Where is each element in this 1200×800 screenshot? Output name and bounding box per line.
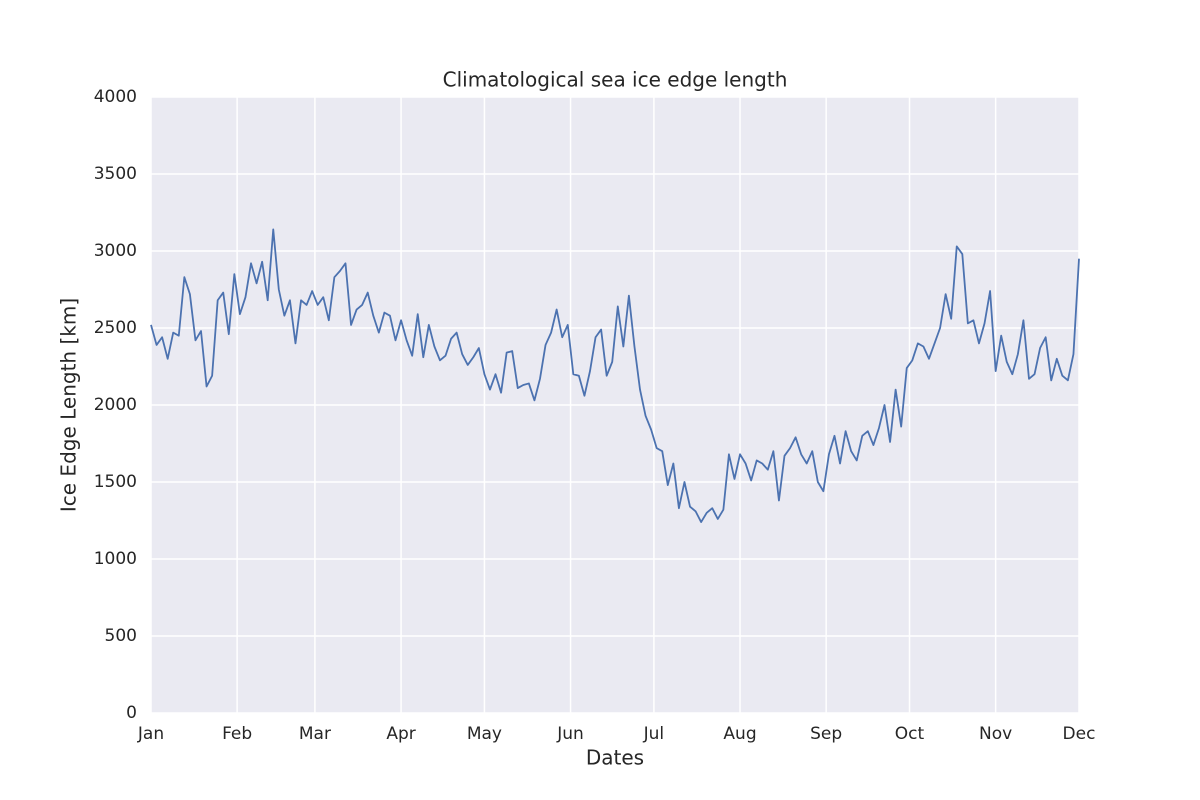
x-tick-label: Mar — [299, 724, 331, 744]
y-tick-label: 2500 — [94, 318, 137, 338]
y-tick-label: 2000 — [94, 395, 137, 415]
x-tick-label: Aug — [723, 724, 756, 744]
x-tick-label: Feb — [222, 724, 252, 744]
x-tick-label: Jun — [556, 724, 584, 744]
y-tick-label: 1000 — [94, 549, 137, 569]
x-tick-label: Oct — [895, 724, 925, 744]
x-tick-label: Jan — [137, 724, 164, 744]
x-tick-label: Jul — [643, 724, 665, 744]
y-tick-label: 1500 — [94, 472, 137, 492]
x-tick-label: Nov — [979, 724, 1012, 744]
data-line — [150, 228, 1080, 523]
x-tick-label: Dec — [1063, 724, 1096, 744]
y-tick-label: 0 — [126, 703, 137, 723]
x-axis-label: Dates — [586, 746, 644, 770]
x-tick-label: Sep — [810, 724, 842, 744]
y-tick-label: 3500 — [94, 164, 137, 184]
y-tick-label: 500 — [105, 626, 137, 646]
y-tick-label: 3000 — [94, 241, 137, 261]
y-axis-label: Ice Edge Length [km] — [57, 298, 81, 512]
x-tick-label: May — [467, 724, 502, 744]
chart-title: Climatological sea ice edge length — [443, 68, 788, 92]
x-tick-label: Apr — [386, 724, 415, 744]
y-tick-label: 4000 — [94, 87, 137, 107]
